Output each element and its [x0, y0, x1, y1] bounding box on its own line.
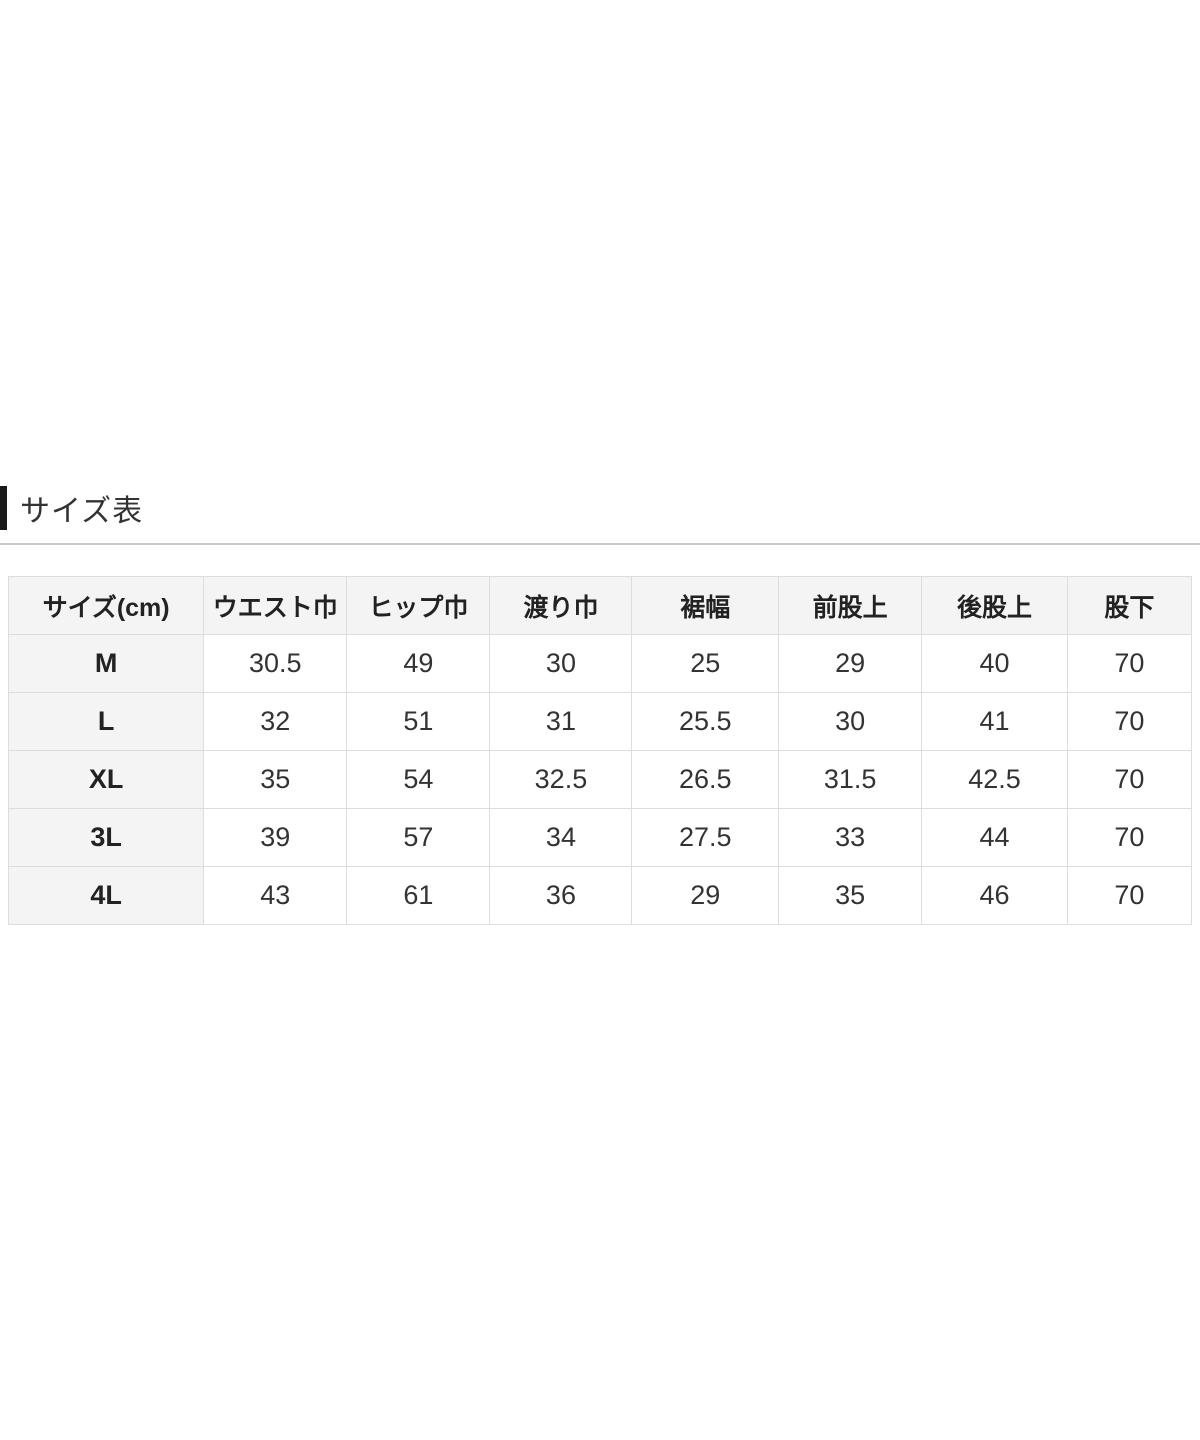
column-header-waist: ウエスト巾	[203, 576, 348, 635]
column-header-thigh: 渡り巾	[489, 576, 633, 635]
measurement-cell: 70	[1066, 692, 1193, 751]
measurement-cell: 39	[203, 808, 348, 867]
measurement-cell: 49	[346, 634, 491, 693]
measurement-cell: 41	[921, 692, 1068, 751]
table-row: XL 35 54 32.5 26.5 31.5 42.5 70	[7, 750, 1193, 809]
table-row: L 32 51 31 25.5 30 41 70	[7, 692, 1193, 751]
measurement-cell: 31.5	[778, 750, 923, 809]
row-size-label: L	[7, 692, 205, 751]
row-size-label: XL	[7, 750, 205, 809]
row-size-label: 3L	[7, 808, 205, 867]
section-title: サイズ表	[20, 495, 144, 528]
measurement-cell: 35	[778, 866, 923, 925]
measurement-cell: 25	[631, 634, 780, 693]
measurement-cell: 33	[778, 808, 923, 867]
measurement-cell: 32	[203, 692, 348, 751]
measurement-cell: 32.5	[489, 750, 633, 809]
measurement-cell: 61	[346, 866, 491, 925]
column-header-hip: ヒップ巾	[346, 576, 491, 635]
section-title-marker	[0, 486, 7, 530]
row-size-label: M	[7, 634, 205, 693]
measurement-cell: 36	[489, 866, 633, 925]
measurement-cell: 26.5	[631, 750, 780, 809]
measurement-cell: 40	[921, 634, 1068, 693]
column-header-front-rise: 前股上	[778, 576, 923, 635]
measurement-cell: 30	[778, 692, 923, 751]
table-row: 3L 39 57 34 27.5 33 44 70	[7, 808, 1193, 867]
measurement-cell: 35	[203, 750, 348, 809]
measurement-cell: 30	[489, 634, 633, 693]
size-table-body: M 30.5 49 30 25 29 40 70 L 32 51 31 25.5 30 41 70 XL 35 54…	[7, 634, 1193, 925]
column-header-hem: 裾幅	[631, 576, 780, 635]
measurement-cell: 42.5	[921, 750, 1068, 809]
measurement-cell: 46	[921, 866, 1068, 925]
section-divider	[0, 543, 1200, 545]
measurement-cell: 70	[1066, 866, 1193, 925]
measurement-cell: 70	[1066, 808, 1193, 867]
measurement-cell: 51	[346, 692, 491, 751]
size-table: サイズ(cm) ウエスト巾 ヒップ巾 渡り巾 裾幅 前股上 後股上 股下 M 30…	[7, 576, 1193, 925]
measurement-cell: 29	[631, 866, 780, 925]
measurement-cell: 30.5	[203, 634, 348, 693]
measurement-cell: 31	[489, 692, 633, 751]
table-row: 4L 43 61 36 29 35 46 70	[7, 866, 1193, 925]
column-header-size: サイズ(cm)	[7, 576, 205, 635]
measurement-cell: 44	[921, 808, 1068, 867]
measurement-cell: 43	[203, 866, 348, 925]
measurement-cell: 70	[1066, 750, 1193, 809]
section-header: サイズ表	[0, 0, 1200, 530]
column-header-inseam: 股下	[1066, 576, 1193, 635]
measurement-cell: 34	[489, 808, 633, 867]
measurement-cell: 29	[778, 634, 923, 693]
measurement-cell: 57	[346, 808, 491, 867]
table-row: M 30.5 49 30 25 29 40 70	[7, 634, 1193, 693]
table-header-row: サイズ(cm) ウエスト巾 ヒップ巾 渡り巾 裾幅 前股上 後股上 股下	[7, 576, 1193, 635]
row-size-label: 4L	[7, 866, 205, 925]
column-header-back-rise: 後股上	[921, 576, 1068, 635]
measurement-cell: 25.5	[631, 692, 780, 751]
measurement-cell: 70	[1066, 634, 1193, 693]
measurement-cell: 27.5	[631, 808, 780, 867]
measurement-cell: 54	[346, 750, 491, 809]
